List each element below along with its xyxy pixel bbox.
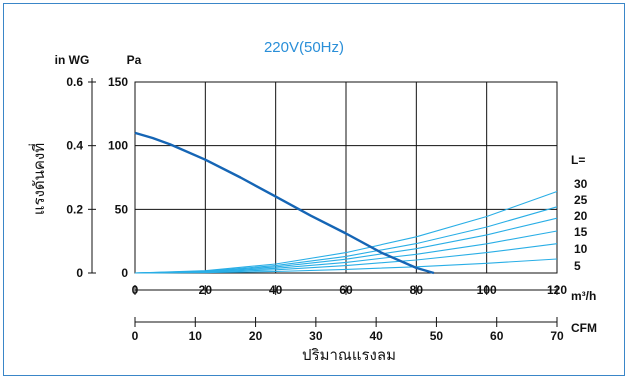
system-curve-label-5: 5 xyxy=(574,259,581,273)
x-tick-label-cfm: 40 xyxy=(369,329,383,343)
x-axis-title: ปริมาณแรงลม xyxy=(302,347,396,364)
system-curve-label: L= xyxy=(571,153,585,167)
y-tick-label-pa: 0 xyxy=(121,266,128,280)
y-axis-title: แรงดันคงที่ xyxy=(28,143,48,215)
x-tick-label-cfm: 30 xyxy=(309,329,323,343)
system-curve-label-30: 30 xyxy=(574,177,588,191)
y-tick-label-pa: 150 xyxy=(108,75,128,89)
y-tick-label-inwg: 0 xyxy=(76,266,83,280)
y-tick-label-inwg: 0.4 xyxy=(66,139,83,153)
x-tick-label-cfm: 70 xyxy=(550,329,564,343)
chart-frame: 220V(50Hz) in WG Pa แรงดันคงที่ ปริมาณแร… xyxy=(3,3,625,376)
system-curve-label-25: 25 xyxy=(574,193,588,207)
x-unit-m3h: m³/h xyxy=(571,289,596,303)
x-tick-label-cfm: 20 xyxy=(249,329,263,343)
y-tick-label-inwg: 0.6 xyxy=(66,75,83,89)
x-tick-label-m3h: 60 xyxy=(339,283,353,297)
x-tick-label-cfm: 0 xyxy=(132,329,139,343)
x-tick-label-cfm: 10 xyxy=(189,329,203,343)
y-tick-label-pa: 50 xyxy=(115,202,129,216)
x-tick-label-m3h: 100 xyxy=(477,283,497,297)
system-curve-label-15: 15 xyxy=(574,225,588,239)
system-curve-5 xyxy=(134,258,558,274)
fan-curve xyxy=(134,131,435,275)
x-tick-label-m3h: 20 xyxy=(199,283,213,297)
x-tick-label-m3h: 0 xyxy=(132,283,139,297)
x-tick-label-m3h: 120 xyxy=(547,283,567,297)
x-unit-cfm: CFM xyxy=(571,321,597,335)
system-curve-label-10: 10 xyxy=(574,242,588,256)
y-unit-inwg: in WG xyxy=(55,53,90,67)
x-tick-label-m3h: 80 xyxy=(410,283,424,297)
x-tick-label-m3h: 40 xyxy=(269,283,283,297)
x-tick-label-cfm: 50 xyxy=(430,329,444,343)
fan-performance-chart: 220V(50Hz) in WG Pa แรงดันคงที่ ปริมาณแร… xyxy=(28,39,597,364)
y-unit-pa: Pa xyxy=(127,53,142,67)
x-tick-label-cfm: 60 xyxy=(490,329,504,343)
system-curve-label-20: 20 xyxy=(574,209,588,223)
chart-title: 220V(50Hz) xyxy=(264,39,344,56)
y-tick-label-pa: 100 xyxy=(108,139,128,153)
y-tick-label-inwg: 0.2 xyxy=(66,202,83,216)
